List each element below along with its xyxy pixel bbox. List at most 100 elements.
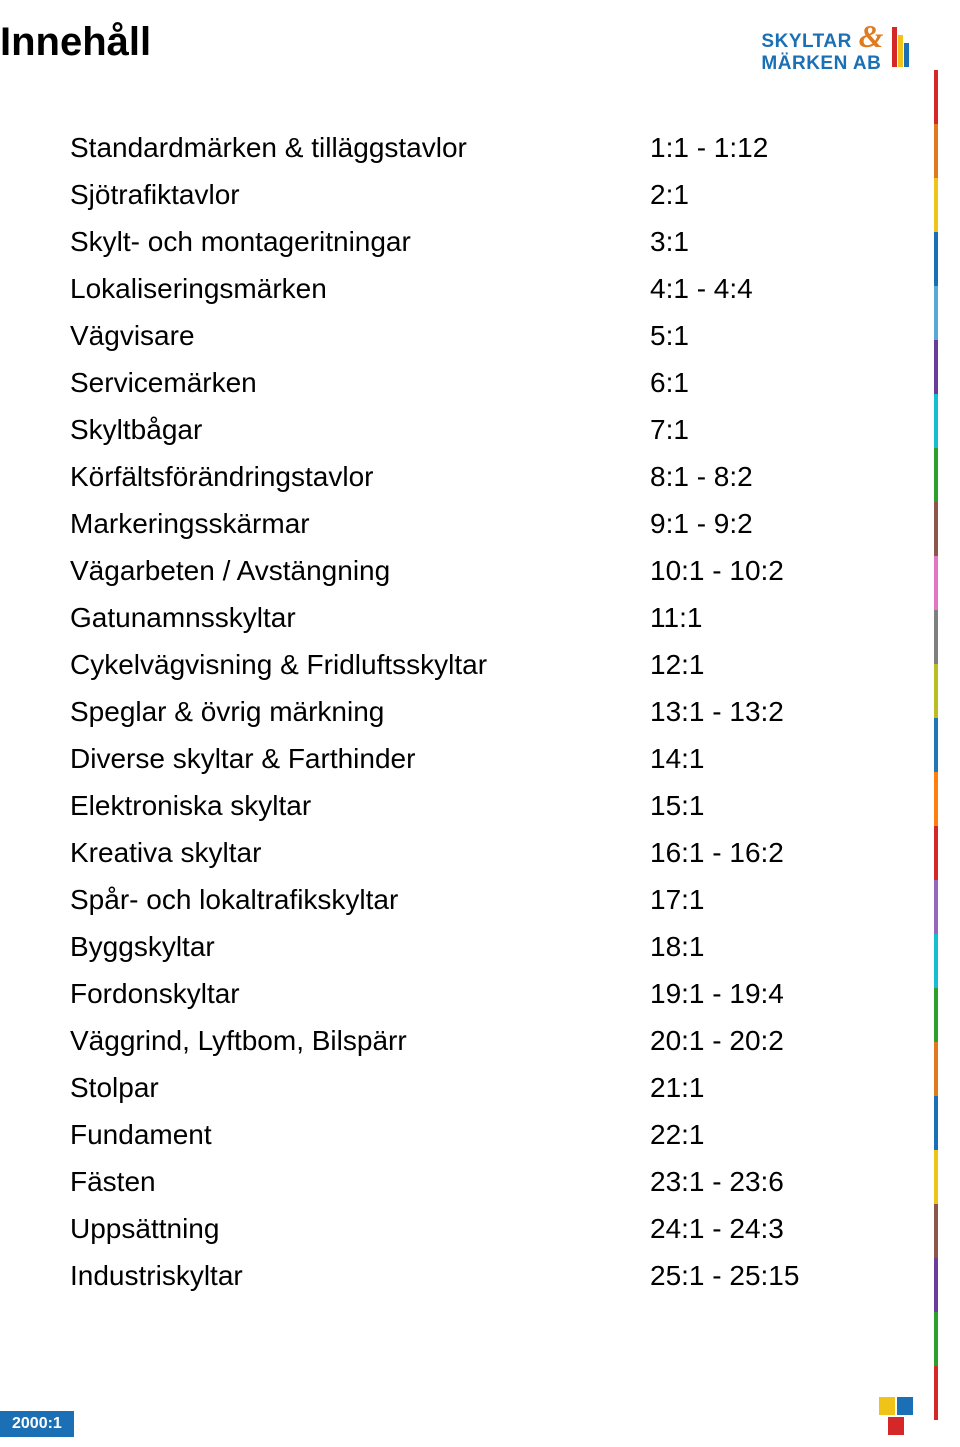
toc-label: Körfältsförändringstavlor	[70, 453, 650, 500]
toc-pages: 7:1	[650, 406, 689, 453]
toc-pages: 19:1 - 19:4	[650, 970, 784, 1017]
strip-segment	[934, 70, 938, 124]
toc-pages: 18:1	[650, 923, 705, 970]
toc-label: Skyltbågar	[70, 406, 650, 453]
toc-label: Vägarbeten / Avstängning	[70, 547, 650, 594]
toc-label: Fundament	[70, 1111, 650, 1158]
toc-label: Fästen	[70, 1158, 650, 1205]
brand-logo-inner: SKYLTAR & MÄRKEN AB	[761, 20, 910, 74]
strip-segment	[934, 610, 938, 664]
toc-pages: 14:1	[650, 735, 705, 782]
toc-pages: 5:1	[650, 312, 689, 359]
strip-segment	[934, 1366, 938, 1420]
toc-pages: 8:1 - 8:2	[650, 453, 753, 500]
strip-segment	[934, 178, 938, 232]
footer-page-tag: 2000:1	[0, 1411, 74, 1437]
toc-pages: 1:1 - 1:12	[650, 124, 768, 171]
toc-pages: 15:1	[650, 782, 705, 829]
toc-row: Elektroniska skyltar15:1	[70, 782, 960, 829]
strip-segment	[934, 340, 938, 394]
toc-pages: 24:1 - 24:3	[650, 1205, 784, 1252]
toc-label: Diverse skyltar & Farthinder	[70, 735, 650, 782]
toc-label: Industriskyltar	[70, 1252, 650, 1299]
toc-label: Elektroniska skyltar	[70, 782, 650, 829]
strip-segment	[934, 1258, 938, 1312]
toc-pages: 16:1 - 16:2	[650, 829, 784, 876]
strip-segment	[934, 286, 938, 340]
toc-pages: 25:1 - 25:15	[650, 1252, 799, 1299]
brand-logo: SKYLTAR & MÄRKEN AB	[761, 20, 910, 74]
page-title: Innehåll	[0, 20, 151, 65]
strip-segment	[934, 1312, 938, 1366]
toc-pages: 12:1	[650, 641, 705, 688]
toc-label: Byggskyltar	[70, 923, 650, 970]
brand-ampersand: &	[859, 18, 884, 54]
toc-row: Lokaliseringsmärken4:1 - 4:4	[70, 265, 960, 312]
toc-pages: 4:1 - 4:4	[650, 265, 753, 312]
toc-row: Servicemärken6:1	[70, 359, 960, 406]
strip-segment	[934, 880, 938, 934]
toc-row: Skyltbågar7:1	[70, 406, 960, 453]
strip-segment	[934, 934, 938, 988]
toc-row: Byggskyltar18:1	[70, 923, 960, 970]
strip-segment	[934, 718, 938, 772]
toc-row: Markeringsskärmar9:1 - 9:2	[70, 500, 960, 547]
brand-line1: SKYLTAR	[761, 31, 851, 52]
header: Innehåll SKYLTAR & MÄRKEN AB	[0, 0, 960, 74]
toc-pages: 22:1	[650, 1111, 705, 1158]
toc-label: Kreativa skyltar	[70, 829, 650, 876]
strip-segment	[934, 232, 938, 286]
toc-label: Spår- och lokaltrafikskyltar	[70, 876, 650, 923]
toc-row: Speglar & övrig märkning13:1 - 13:2	[70, 688, 960, 735]
section-color-strip	[934, 70, 938, 1420]
toc-label: Markeringsskärmar	[70, 500, 650, 547]
table-of-contents: Standardmärken & tilläggstavlor1:1 - 1:1…	[0, 74, 960, 1300]
strip-segment	[934, 556, 938, 610]
toc-row: Uppsättning24:1 - 24:3	[70, 1205, 960, 1252]
toc-label: Speglar & övrig märkning	[70, 688, 650, 735]
toc-row: Fästen23:1 - 23:6	[70, 1158, 960, 1205]
toc-row: Standardmärken & tilläggstavlor1:1 - 1:1…	[70, 124, 960, 171]
toc-label: Sjötrafiktavlor	[70, 171, 650, 218]
strip-segment	[934, 772, 938, 826]
brand-mark-icon	[892, 27, 910, 67]
toc-pages: 23:1 - 23:6	[650, 1158, 784, 1205]
toc-row: Diverse skyltar & Farthinder14:1	[70, 735, 960, 782]
toc-pages: 20:1 - 20:2	[650, 1017, 784, 1064]
strip-segment	[934, 1096, 938, 1150]
toc-row: Stolpar21:1	[70, 1064, 960, 1111]
toc-row: Fundament22:1	[70, 1111, 960, 1158]
toc-row: Spår- och lokaltrafikskyltar17:1	[70, 876, 960, 923]
brand-text: SKYLTAR & MÄRKEN AB	[761, 20, 885, 74]
toc-row: Industriskyltar25:1 - 25:15	[70, 1252, 960, 1299]
strip-segment	[934, 124, 938, 178]
brand-line2: MÄRKEN AB	[761, 54, 885, 74]
toc-row: Körfältsförändringstavlor8:1 - 8:2	[70, 453, 960, 500]
toc-pages: 13:1 - 13:2	[650, 688, 784, 735]
toc-label: Servicemärken	[70, 359, 650, 406]
toc-row: Gatunamnsskyltar11:1	[70, 594, 960, 641]
toc-row: Kreativa skyltar16:1 - 16:2	[70, 829, 960, 876]
strip-segment	[934, 502, 938, 556]
toc-pages: 2:1	[650, 171, 689, 218]
toc-pages: 11:1	[650, 594, 702, 641]
strip-segment	[934, 664, 938, 718]
toc-pages: 21:1	[650, 1064, 705, 1111]
strip-segment	[934, 448, 938, 502]
strip-segment	[934, 988, 938, 1042]
toc-pages: 9:1 - 9:2	[650, 500, 753, 547]
toc-label: Uppsättning	[70, 1205, 650, 1252]
footer-mark-icon	[879, 1397, 915, 1437]
toc-pages: 6:1	[650, 359, 689, 406]
toc-row: Cykelvägvisning & Fridluftsskyltar12:1	[70, 641, 960, 688]
toc-pages: 3:1	[650, 218, 689, 265]
strip-segment	[934, 1042, 938, 1096]
toc-row: Skylt- och montageritningar3:1	[70, 218, 960, 265]
toc-row: Vägarbeten / Avstängning10:1 - 10:2	[70, 547, 960, 594]
toc-label: Stolpar	[70, 1064, 650, 1111]
toc-row: Vägvisare5:1	[70, 312, 960, 359]
toc-label: Standardmärken & tilläggstavlor	[70, 124, 650, 171]
toc-row: Sjötrafiktavlor2:1	[70, 171, 960, 218]
toc-label: Gatunamnsskyltar	[70, 594, 650, 641]
toc-row: Väggrind, Lyftbom, Bilspärr20:1 - 20:2	[70, 1017, 960, 1064]
